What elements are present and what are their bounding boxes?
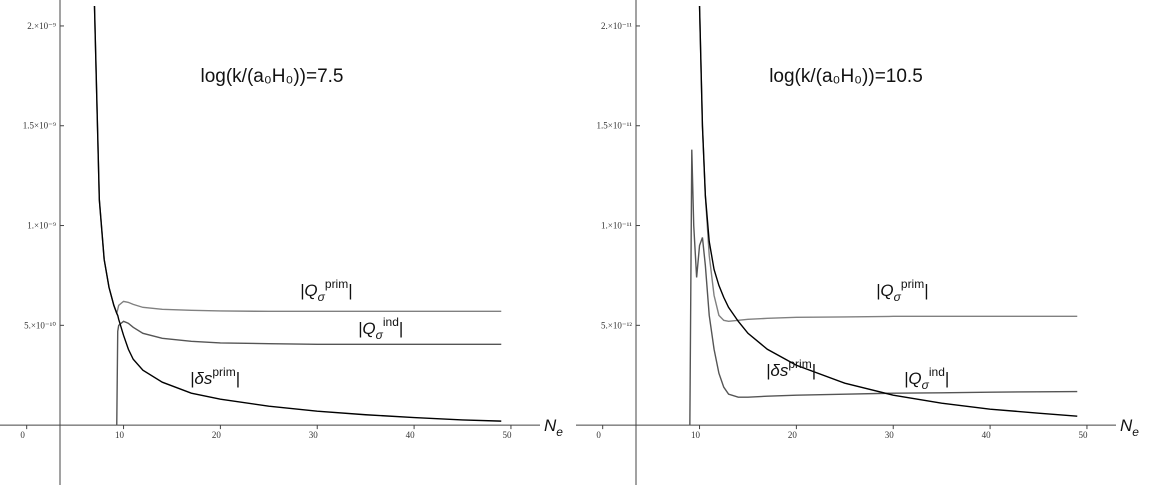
label-sup: prim <box>212 365 235 379</box>
x-tick-label: 30 <box>885 430 895 440</box>
x-tick-label: 10 <box>115 430 125 440</box>
y-tick-label: 5.×10⁻¹² <box>601 320 632 330</box>
x-axis-label: Ne <box>1120 416 1139 439</box>
y-tick-label: 1.×10⁻⁹ <box>27 221 56 231</box>
curve-label: |Qσprim| <box>300 277 353 304</box>
chart-panel: 0 10 20 30 40 50 5.×10⁻¹² 1.×10⁻¹¹ 1.5×10⁻¹¹ 2.×1… <box>576 0 1139 485</box>
x-tick-label: 0 <box>596 430 601 440</box>
series-line <box>116 320 502 426</box>
series-line <box>698 5 1078 323</box>
y-tick-label: 1.5×10⁻⁹ <box>23 121 56 131</box>
x-tick-label: 0 <box>20 430 25 440</box>
chart-title: log(k/(a₀H₀))=10.5 <box>769 66 923 87</box>
y-tick-label: 2.×10⁻⁹ <box>27 21 56 31</box>
series-line <box>93 5 502 422</box>
curve-label: |Qσind| <box>358 315 403 342</box>
series-line <box>698 5 1078 417</box>
x-tick-label: 50 <box>1078 430 1088 440</box>
y-tick-label: 2.×10⁻¹¹ <box>601 21 632 31</box>
label-end: | <box>812 361 816 380</box>
curve-label: |Qσprim| <box>876 277 929 304</box>
x-tick-label: 50 <box>502 430 512 440</box>
x-tick-label: 20 <box>788 430 798 440</box>
label-base: N <box>1120 416 1133 435</box>
x-axis-label: Ne <box>544 416 563 439</box>
x-tick-label: 20 <box>212 430 222 440</box>
label-sub: e <box>556 425 563 439</box>
label-end: | <box>924 281 928 300</box>
y-tick-label: 1.5×10⁻¹¹ <box>597 121 633 131</box>
label-end: | <box>945 369 949 388</box>
curve-label: |Qσind| <box>904 365 949 392</box>
label-base: |δs <box>766 361 789 380</box>
label-sub: σ <box>376 328 384 342</box>
curve-label: |δsprim| <box>766 357 816 380</box>
x-tick-label: 40 <box>406 430 416 440</box>
y-tick-label: 5.×10⁻¹⁰ <box>24 320 56 330</box>
label-end: | <box>399 319 403 338</box>
y-tick-label: 1.×10⁻¹¹ <box>601 221 632 231</box>
label-sup: prim <box>901 277 924 291</box>
label-base: |Q <box>358 319 376 338</box>
label-sup: ind <box>383 315 399 329</box>
series-line <box>93 5 502 316</box>
chart-title: log(k/(a₀H₀))=7.5 <box>200 66 343 87</box>
label-end: | <box>348 281 352 300</box>
label-sub: σ <box>894 290 902 304</box>
x-tick-label: 10 <box>691 430 701 440</box>
label-sup: ind <box>929 365 945 379</box>
label-sub: σ <box>922 378 930 392</box>
label-end: | <box>236 369 240 388</box>
x-tick-label: 30 <box>309 430 319 440</box>
label-base: |Q <box>876 281 894 300</box>
curve-label: |δsprim| <box>190 365 240 388</box>
label-base: |Q <box>300 281 318 300</box>
label-sup: prim <box>788 357 811 371</box>
label-base: N <box>544 416 557 435</box>
label-sup: prim <box>325 277 348 291</box>
label-base: |Q <box>904 369 922 388</box>
label-sub: e <box>1132 425 1139 439</box>
x-tick-label: 40 <box>982 430 992 440</box>
series-line <box>689 149 1078 426</box>
label-sub: σ <box>318 290 326 304</box>
chart-panel: 0 10 20 30 40 50 5.×10⁻¹⁰ 1.×10⁻⁹ 1.5×10⁻⁹ 2.×10⁻… <box>0 0 563 485</box>
label-base: |δs <box>190 369 213 388</box>
